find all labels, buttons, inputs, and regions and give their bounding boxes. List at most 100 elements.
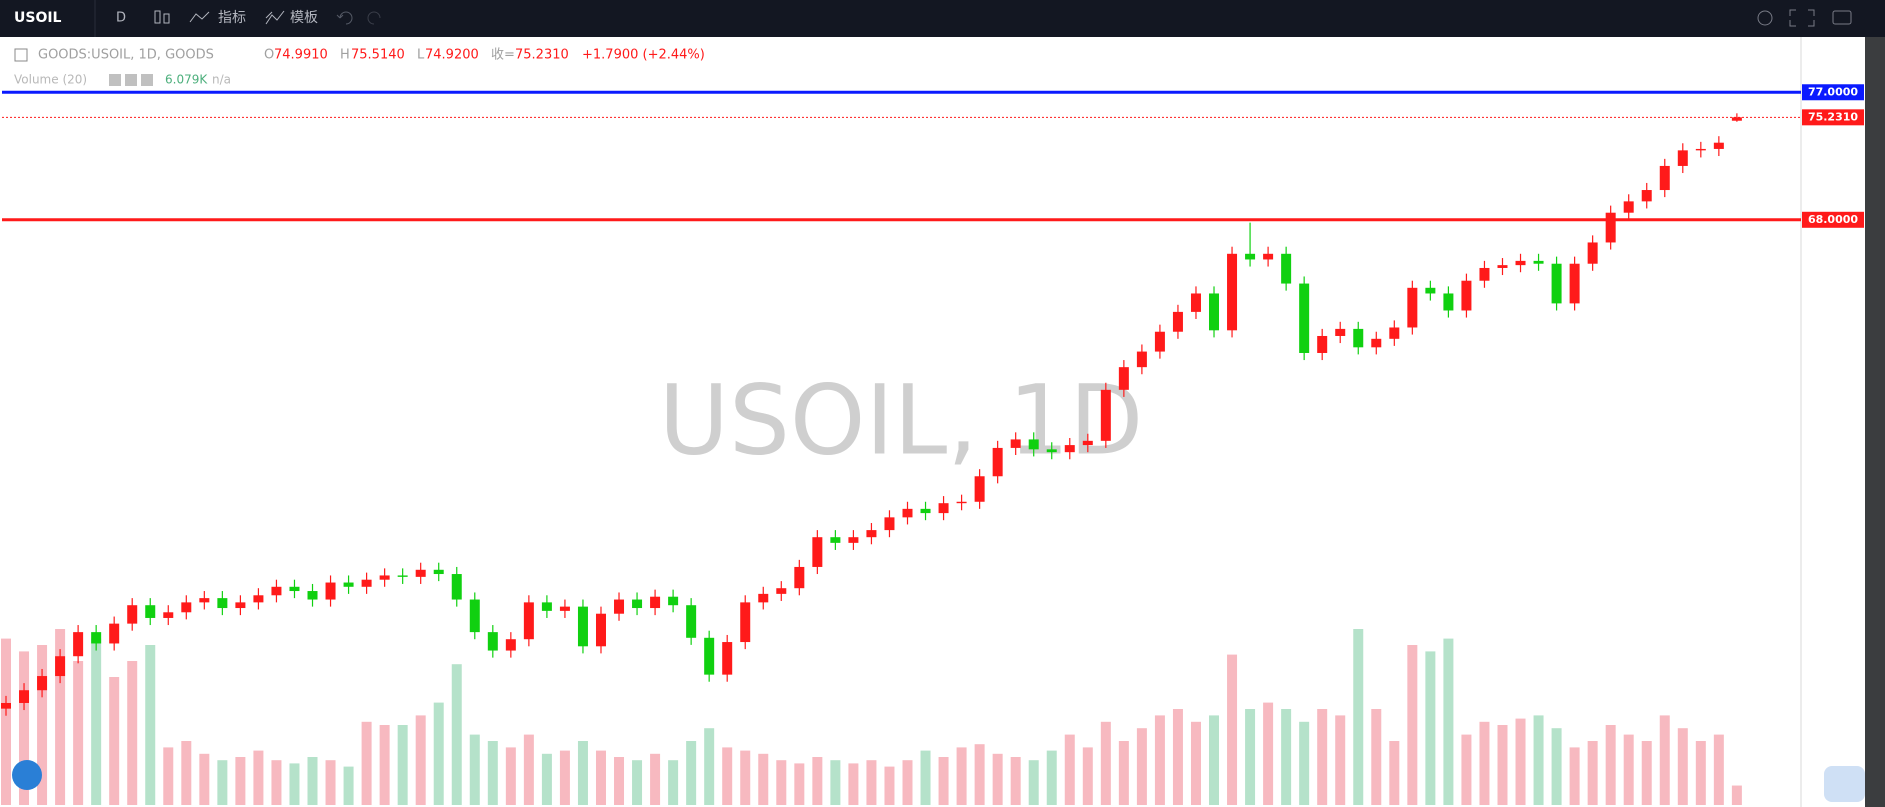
candle-body — [1605, 212, 1616, 243]
candle-body — [451, 574, 462, 600]
high-value: 75.5140 — [351, 48, 405, 63]
volume-bar — [1515, 718, 1526, 805]
volume-bar — [325, 760, 336, 805]
legend-symbol[interactable]: GOODS:USOIL, 1D, GOODS — [38, 48, 214, 63]
volume-label[interactable]: Volume (20) — [14, 73, 87, 87]
chart-style-icon[interactable] — [154, 10, 170, 24]
volume-bar — [253, 750, 264, 805]
volume-bar — [1605, 725, 1616, 805]
volume-bar — [1263, 702, 1274, 805]
collapse-button[interactable] — [14, 48, 28, 62]
screenshot[interactable] — [1832, 10, 1852, 25]
volume-bar — [1623, 734, 1634, 805]
volume-bar — [992, 753, 1003, 805]
settings-button[interactable] — [125, 74, 137, 86]
indicators-icon[interactable] — [189, 11, 210, 23]
candle-body — [1461, 280, 1472, 311]
low-value: 74.9200 — [425, 48, 479, 63]
volume-bar — [1551, 728, 1562, 805]
candle-body — [1118, 367, 1129, 390]
volume-bar — [1659, 715, 1670, 805]
volume-bar — [704, 728, 715, 805]
templates-icon[interactable] — [265, 10, 285, 25]
volume-bar — [1695, 741, 1706, 805]
volume-bar — [397, 725, 408, 805]
visibility-button[interactable] — [109, 74, 121, 86]
candle-body — [595, 613, 606, 647]
volume-bar — [920, 750, 931, 805]
volume-bar — [1028, 760, 1039, 805]
volume-bar — [217, 760, 228, 805]
volume-bar — [758, 753, 769, 805]
candle-body — [1172, 311, 1183, 332]
candle-body — [938, 503, 949, 514]
candle-body — [37, 676, 48, 691]
volume-bar — [181, 741, 192, 805]
candle-body — [1695, 148, 1706, 151]
candle-body — [397, 575, 408, 577]
candle-body — [199, 598, 210, 603]
candle-body — [433, 569, 444, 575]
remove-button[interactable] — [141, 74, 153, 86]
edit-button[interactable] — [1824, 766, 1865, 802]
volume-bar — [866, 760, 877, 805]
volume-bar — [1497, 725, 1508, 805]
interval[interactable]: D — [116, 11, 126, 26]
undo[interactable] — [336, 11, 353, 25]
redo[interactable] — [367, 11, 381, 25]
volume-bar — [812, 757, 823, 805]
candle-body — [1190, 293, 1201, 312]
candle-body — [127, 605, 138, 624]
volume-bar — [91, 638, 102, 805]
volume-bar — [19, 651, 30, 805]
volume-bar — [595, 750, 606, 805]
candle-body — [650, 596, 661, 609]
volume-bar — [127, 661, 138, 805]
candle-body — [902, 508, 913, 518]
candle-body — [1623, 201, 1634, 213]
volume-bar — [614, 757, 625, 805]
volume-bar — [1209, 715, 1220, 805]
volume-bar — [1010, 757, 1021, 805]
candle-body — [884, 517, 895, 531]
volume-bar — [632, 760, 643, 805]
candle-body — [1082, 440, 1093, 446]
symbol[interactable]: USOIL — [14, 10, 62, 26]
candle-body — [1479, 267, 1490, 281]
candle-body — [55, 656, 66, 677]
volume-bar — [722, 747, 733, 805]
indicators[interactable]: 指标 — [218, 10, 246, 26]
candle-body — [1209, 293, 1220, 331]
volume-bar — [145, 645, 156, 805]
price-label: 77.0000 — [1808, 85, 1858, 98]
candle-body — [271, 586, 282, 596]
candle-body — [1100, 389, 1111, 441]
volume-bar — [1443, 638, 1454, 805]
volume-bar — [1533, 715, 1544, 805]
candle-body — [740, 602, 751, 643]
candle-body — [253, 595, 264, 603]
logo[interactable] — [12, 760, 42, 790]
open-value: 74.9910 — [274, 48, 328, 63]
volume-bar — [974, 744, 985, 805]
candle-body — [1407, 287, 1418, 328]
volume-bar — [73, 661, 84, 805]
templates[interactable]: 模板 — [290, 10, 318, 26]
candle-body — [523, 602, 534, 640]
candle-body — [487, 632, 498, 651]
candle-body — [1533, 260, 1544, 264]
settings[interactable] — [1757, 10, 1773, 26]
candle-body — [145, 605, 156, 618]
volume-bar — [361, 721, 372, 805]
candle-body — [361, 579, 372, 587]
open-label: O — [264, 48, 274, 63]
candle-body — [1587, 242, 1598, 264]
change: +1.7900 (+2.44%) — [582, 48, 705, 63]
candle-body — [1659, 165, 1670, 191]
volume-bar — [1082, 747, 1093, 805]
volume-bar — [1641, 741, 1652, 805]
volume-bar — [1281, 709, 1292, 805]
price-label-bg — [1802, 211, 1864, 228]
fullscreen[interactable] — [1789, 9, 1815, 27]
